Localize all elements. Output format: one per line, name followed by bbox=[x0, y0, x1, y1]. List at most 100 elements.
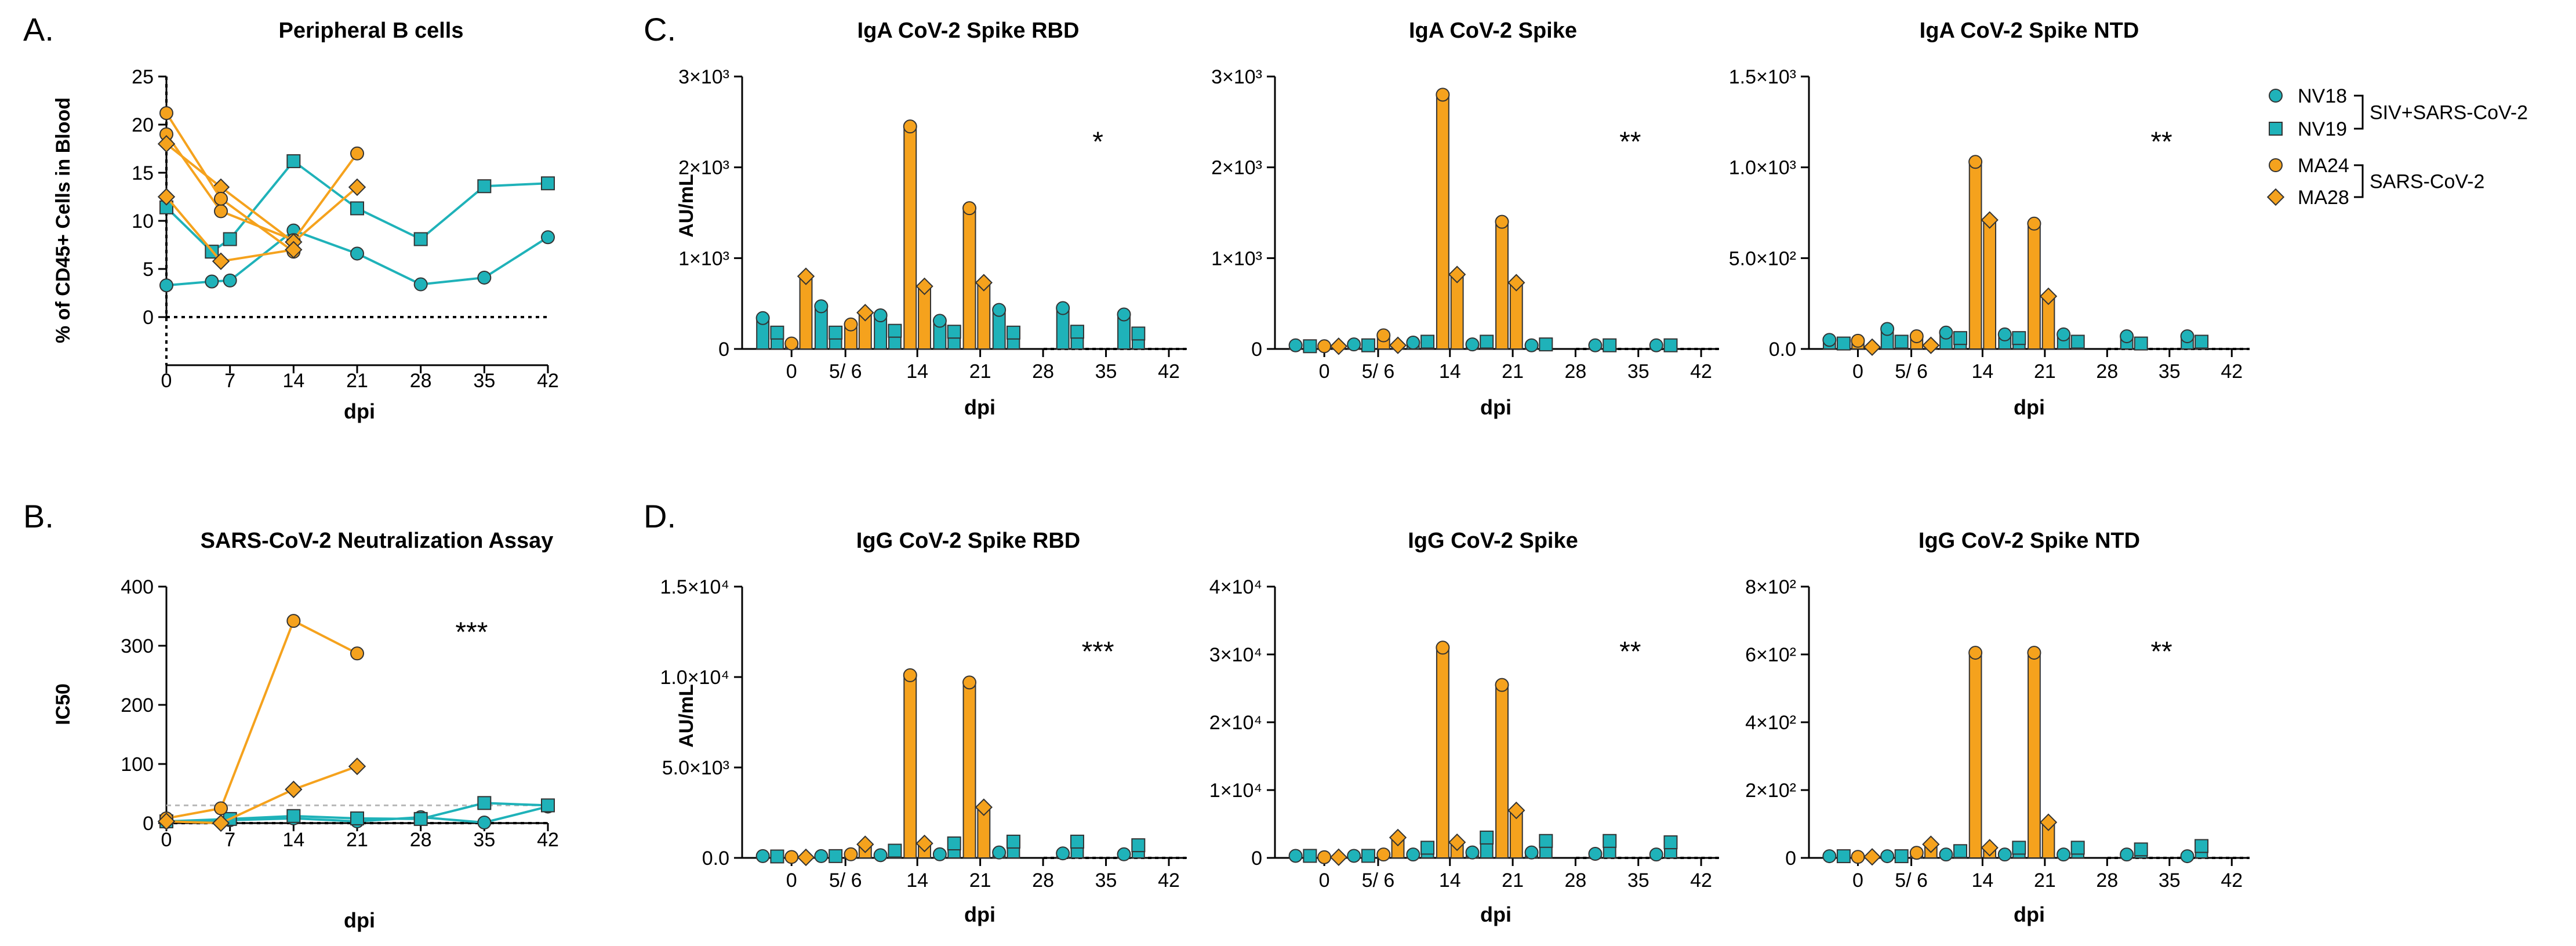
x-axis-label: dpi bbox=[1480, 903, 1512, 926]
y-axis-label: AU/mL bbox=[675, 684, 697, 748]
bar-marker-ma28 bbox=[1389, 336, 1407, 354]
y-tick-label: 3×10³ bbox=[678, 66, 729, 88]
bar-marker-nv18 bbox=[1880, 322, 1895, 336]
chart-title: IgA CoV-2 Spike bbox=[1409, 19, 1577, 43]
bar-marker-nv18 bbox=[755, 311, 770, 325]
bar-marker-ma28 bbox=[975, 274, 993, 292]
bar-marker-ma24 bbox=[1436, 641, 1450, 655]
bar-marker-nv18 bbox=[932, 847, 947, 861]
significance-marker: * bbox=[1092, 126, 1103, 157]
bar-marker-ma28 bbox=[1448, 265, 1466, 283]
bar-marker-nv19 bbox=[1539, 834, 1553, 848]
bar-marker-ma24 bbox=[1968, 155, 1983, 169]
data-point-ma24 bbox=[214, 204, 228, 219]
x-tick-label: 28 bbox=[2096, 869, 2118, 892]
data-point-ma28 bbox=[348, 757, 366, 776]
bar-marker-nv19 bbox=[1894, 849, 1909, 864]
x-tick-label: 5/ 6 bbox=[829, 869, 862, 892]
bar-ma24 bbox=[1968, 652, 1982, 858]
x-tick-label: 21 bbox=[346, 370, 368, 392]
bar-marker-ma24 bbox=[844, 847, 858, 861]
bar-marker-nv19 bbox=[1603, 338, 1617, 352]
bar-marker-nv19 bbox=[2012, 841, 2026, 855]
chart-title: Peripheral B cells bbox=[279, 19, 464, 43]
chart-title: IgG CoV-2 Spike bbox=[1408, 529, 1578, 553]
bar-marker-nv19 bbox=[2070, 334, 2085, 349]
data-point-ma24 bbox=[350, 146, 364, 161]
y-tick-label: 1×10³ bbox=[1211, 248, 1262, 270]
bar-marker-nv18 bbox=[1465, 337, 1480, 352]
legend-label-ma28: MA28 bbox=[2298, 187, 2349, 209]
x-tick-label: 42 bbox=[1158, 869, 1180, 892]
data-point-ma28b bbox=[212, 252, 230, 270]
data-point-nv18 bbox=[477, 270, 492, 285]
legend-bracket-sars bbox=[2354, 164, 2364, 198]
bar-marker-ma24 bbox=[1495, 678, 1509, 692]
bar-marker-nv19 bbox=[947, 325, 961, 339]
x-tick-label: 35 bbox=[473, 829, 495, 851]
y-tick-label: 4×10² bbox=[1745, 712, 1796, 734]
bar-marker-nv18 bbox=[1939, 325, 1953, 340]
x-axis-label: dpi bbox=[2014, 903, 2045, 926]
bar-marker-nv18 bbox=[1347, 849, 1361, 863]
x-tick-label: 0 bbox=[786, 869, 797, 892]
bar-marker-ma28 bbox=[1922, 835, 1940, 853]
bar-marker-nv19 bbox=[829, 325, 843, 340]
bar-marker-ma24 bbox=[1436, 88, 1450, 102]
series-line-ma28 bbox=[166, 765, 358, 825]
charts-layer: A. Peripheral B cells dpi % of CD45+ Cells … bbox=[23, 11, 2250, 932]
data-point-nv19 bbox=[541, 798, 555, 813]
y-tick-label: 2×10² bbox=[1745, 780, 1796, 802]
bar-marker-nv18 bbox=[1588, 846, 1603, 861]
bar-marker-nv19 bbox=[1070, 325, 1084, 339]
legend-label-nv19: NV19 bbox=[2298, 118, 2347, 140]
bar-marker-nv19 bbox=[1131, 326, 1146, 341]
bar-marker-nv18 bbox=[2180, 329, 2194, 344]
bar-marker-ma28 bbox=[1448, 833, 1466, 852]
y-tick-label: 0 bbox=[718, 339, 729, 361]
chart-title: IgG CoV-2 Spike RBD bbox=[856, 529, 1080, 553]
data-point-nv19 bbox=[541, 176, 555, 191]
y-tick-label: 5 bbox=[143, 259, 154, 281]
bar-marker-ma24 bbox=[903, 668, 917, 682]
bar-marker-nv18 bbox=[1822, 849, 1837, 864]
x-tick-label: 0 bbox=[161, 370, 172, 392]
y-tick-label: 400 bbox=[121, 576, 154, 598]
bar-marker-ma24 bbox=[784, 336, 799, 351]
bar-marker-ma24 bbox=[1495, 214, 1509, 229]
bar-marker-nv19 bbox=[1303, 339, 1317, 354]
data-point-ma28 bbox=[348, 178, 366, 197]
data-point-nv18 bbox=[350, 246, 364, 261]
panel-c2: IgA CoV-2 Spike dpi 0 1×10³ 2×10³ 3×10³ 0 5/ 6 1… bbox=[1211, 19, 1719, 419]
legend-label-ma24: MA24 bbox=[2298, 155, 2349, 177]
bar-marker-nv19 bbox=[2012, 331, 2026, 345]
data-point-ma24 bbox=[286, 614, 301, 628]
bar-marker-ma24 bbox=[1317, 339, 1332, 354]
bar-marker-ma28 bbox=[1329, 337, 1348, 355]
x-tick-label: 28 bbox=[1032, 361, 1054, 383]
x-tick-label: 42 bbox=[2221, 869, 2243, 892]
y-tick-label: 8×10² bbox=[1745, 576, 1796, 598]
bar-ma28 bbox=[799, 275, 813, 350]
bar-marker-ma28 bbox=[1981, 839, 1999, 857]
chart-title: IgG CoV-2 Spike NTD bbox=[1919, 529, 2140, 553]
x-tick-label: 35 bbox=[1095, 361, 1117, 383]
y-tick-label: 0 bbox=[143, 813, 154, 835]
x-tick-label: 5/ 6 bbox=[829, 361, 862, 383]
bar-marker-nv18 bbox=[992, 845, 1007, 860]
bar-marker-nv19 bbox=[1361, 338, 1375, 352]
legend-group-sars: SARS-CoV-2 bbox=[2370, 171, 2484, 193]
bar-marker-ma28 bbox=[1981, 211, 1999, 229]
bar-marker-ma28 bbox=[975, 798, 993, 816]
series-line-ma24 bbox=[166, 619, 358, 820]
bar-marker-ma28 bbox=[856, 835, 874, 853]
y-tick-label: 0 bbox=[1251, 339, 1262, 361]
bar-ma24 bbox=[2028, 223, 2041, 350]
bar-marker-nv19 bbox=[1953, 844, 1968, 858]
x-tick-label: 14 bbox=[906, 361, 928, 383]
data-point-nv19 bbox=[413, 812, 428, 826]
bar-marker-nv19 bbox=[947, 836, 961, 851]
bar-marker-nv19 bbox=[1006, 834, 1020, 849]
x-tick-label: 0 bbox=[1852, 361, 1863, 383]
y-tick-label: 15 bbox=[132, 162, 154, 184]
